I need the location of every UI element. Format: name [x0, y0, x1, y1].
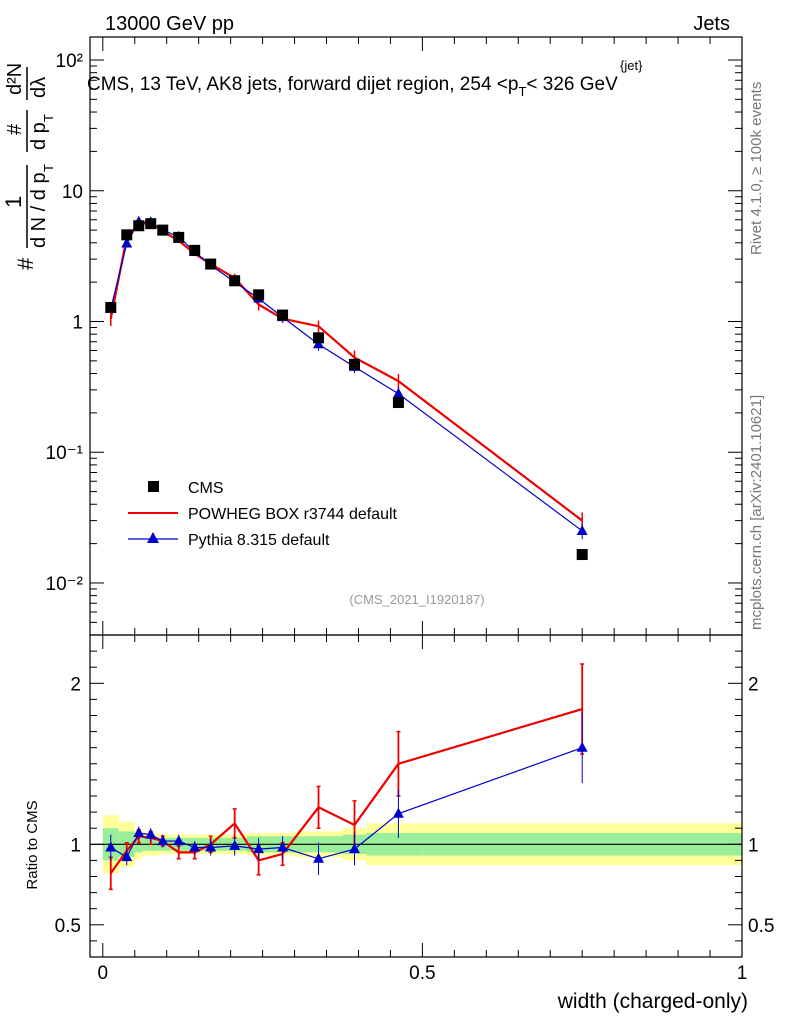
main-y-tick-label: 1	[72, 312, 83, 333]
title-tail: < 326 GeV	[526, 74, 618, 95]
ylabel-dlambda: dλ	[28, 77, 50, 98]
x-tick-label: 1	[737, 963, 748, 984]
cms-point	[157, 224, 169, 236]
ratio-y-tick-label-right: 2	[748, 674, 759, 695]
legend-label-powheg: POWHEG BOX r3744 default	[188, 506, 398, 523]
ylabel-t-1: T	[41, 164, 56, 172]
main-y-tick-label: 10⁻¹	[46, 443, 84, 464]
ratio-pythia-point	[576, 741, 588, 752]
cms-point	[392, 397, 404, 409]
ratio-pythia-point	[277, 841, 289, 852]
cms-point	[277, 309, 289, 321]
ratio-pythia-point	[157, 835, 169, 846]
cms-point	[189, 244, 201, 256]
legend-marker-cms	[148, 481, 159, 492]
ratio-pythia-point	[189, 841, 201, 852]
ratio-y-tick-label: 2	[70, 674, 81, 695]
ratio-pythia-point	[313, 852, 325, 863]
ratio-ylabel: Ratio to CMS	[24, 800, 41, 889]
x-axis-label: width (charged-only)	[557, 990, 748, 1013]
main-series	[105, 215, 588, 561]
rivet-label: Rivet 4.1.0, ≥ 100k events	[748, 82, 765, 255]
title-sup: {jet}	[620, 58, 643, 73]
pythia-point	[121, 237, 133, 248]
cms-point	[145, 218, 157, 230]
ylabel-dn-dpt: d N / d p	[28, 172, 50, 248]
powheg-line	[109, 222, 583, 522]
ratio-pythia-point	[392, 807, 404, 818]
legend-label-cms: CMS	[188, 480, 224, 497]
cms-point	[313, 332, 325, 344]
ratio-y-tick-label-right: 1	[748, 835, 759, 856]
main-y-tick-label: 10²	[56, 51, 83, 72]
x-tick-label: 0.5	[409, 963, 435, 984]
ylabel-t-2: T	[41, 114, 56, 122]
ylabel-hash-2: #	[4, 123, 26, 135]
mcplots-label: mcplots.cern.ch [arXiv:2401.10621]	[748, 395, 765, 630]
cms-point	[105, 301, 117, 313]
ratio-series	[105, 663, 588, 891]
header-left: 13000 GeV pp	[105, 13, 234, 35]
ylabel-hash-1: #	[13, 257, 38, 270]
ratio-pythia-point	[145, 828, 157, 839]
main-ylabel: # 1 d N / d p T # d p T dλ d²N	[1, 63, 56, 270]
plot-title: CMS, 13 TeV, AK8 jets, forward dijet reg…	[87, 74, 618, 99]
ylabel-d2n: d²N	[4, 63, 26, 95]
ratio-pythia-point	[229, 839, 241, 850]
ratio-frame	[89, 634, 743, 958]
cms-point	[205, 258, 217, 270]
x-tick-label: 0	[97, 963, 108, 984]
ylabel-one: 1	[1, 196, 26, 208]
ratio-pythia-point	[349, 843, 361, 854]
main-y-tick-label: 10⁻²	[46, 574, 84, 595]
cms-point	[229, 275, 241, 287]
cms-point	[253, 289, 265, 301]
ratio-pythia-point	[205, 841, 217, 852]
legend: CMS POWHEG BOX r3744 default Pythia 8.31…	[128, 480, 398, 549]
cms-point	[121, 229, 133, 241]
ratio-y-tick-label: 1	[70, 835, 81, 856]
cms-point	[576, 549, 588, 561]
ratio-pythia-point	[121, 851, 133, 862]
pythia-point	[576, 524, 588, 535]
analysis-watermark: (CMS_2021_I1920187)	[349, 592, 484, 607]
ylabel-dpt: d p	[28, 122, 50, 150]
ratio-y-tick-label-right: 0.5	[748, 916, 774, 937]
ratio-axes: 0 0.5 1 0.5 0.5 1 1 2 2	[55, 634, 774, 984]
header-right: Jets	[693, 13, 730, 35]
title-sub: T	[518, 84, 526, 99]
legend-label-pythia: Pythia 8.315 default	[188, 532, 330, 549]
main-axes: 10⁻² 10⁻¹ 1 10 10²	[46, 36, 743, 636]
pythia-point	[392, 387, 404, 398]
ratio-pythia-point	[173, 835, 185, 846]
title-main: CMS, 13 TeV, AK8 jets, forward dijet reg…	[87, 74, 518, 95]
cms-point	[173, 231, 185, 243]
ratio-pythia-point	[133, 827, 145, 838]
main-y-tick-label: 10	[62, 182, 83, 203]
ratio-pythia-point	[253, 843, 265, 854]
pythia-line	[110, 221, 583, 532]
legend-marker-pythia	[147, 532, 159, 543]
ratio-pythia-point	[105, 841, 117, 852]
cms-point	[349, 358, 361, 370]
cms-point	[133, 220, 145, 232]
ratio-y-tick-label: 0.5	[55, 916, 81, 937]
